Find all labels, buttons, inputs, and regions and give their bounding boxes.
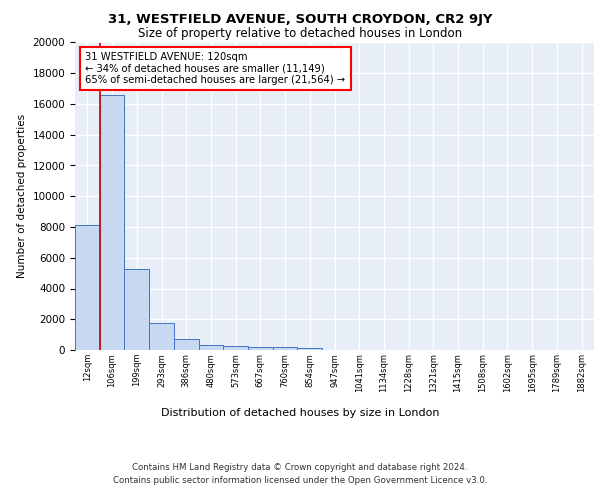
Bar bbox=[298, 348, 322, 350]
Text: Size of property relative to detached houses in London: Size of property relative to detached ho… bbox=[138, 28, 462, 40]
Y-axis label: Number of detached properties: Number of detached properties bbox=[17, 114, 27, 278]
Bar bbox=[124, 268, 149, 350]
Text: 31, WESTFIELD AVENUE, SOUTH CROYDON, CR2 9JY: 31, WESTFIELD AVENUE, SOUTH CROYDON, CR2… bbox=[108, 12, 492, 26]
Bar bbox=[248, 347, 273, 350]
Bar bbox=[174, 339, 199, 350]
Bar bbox=[273, 347, 298, 350]
Bar bbox=[100, 95, 124, 350]
Bar bbox=[75, 226, 100, 350]
Text: 31 WESTFIELD AVENUE: 120sqm
← 34% of detached houses are smaller (11,149)
65% of: 31 WESTFIELD AVENUE: 120sqm ← 34% of det… bbox=[85, 52, 346, 85]
Text: Distribution of detached houses by size in London: Distribution of detached houses by size … bbox=[161, 408, 439, 418]
Text: Contains HM Land Registry data © Crown copyright and database right 2024.: Contains HM Land Registry data © Crown c… bbox=[132, 464, 468, 472]
Text: Contains public sector information licensed under the Open Government Licence v3: Contains public sector information licen… bbox=[113, 476, 487, 485]
Bar bbox=[149, 323, 174, 350]
Bar bbox=[199, 345, 223, 350]
Bar bbox=[223, 346, 248, 350]
